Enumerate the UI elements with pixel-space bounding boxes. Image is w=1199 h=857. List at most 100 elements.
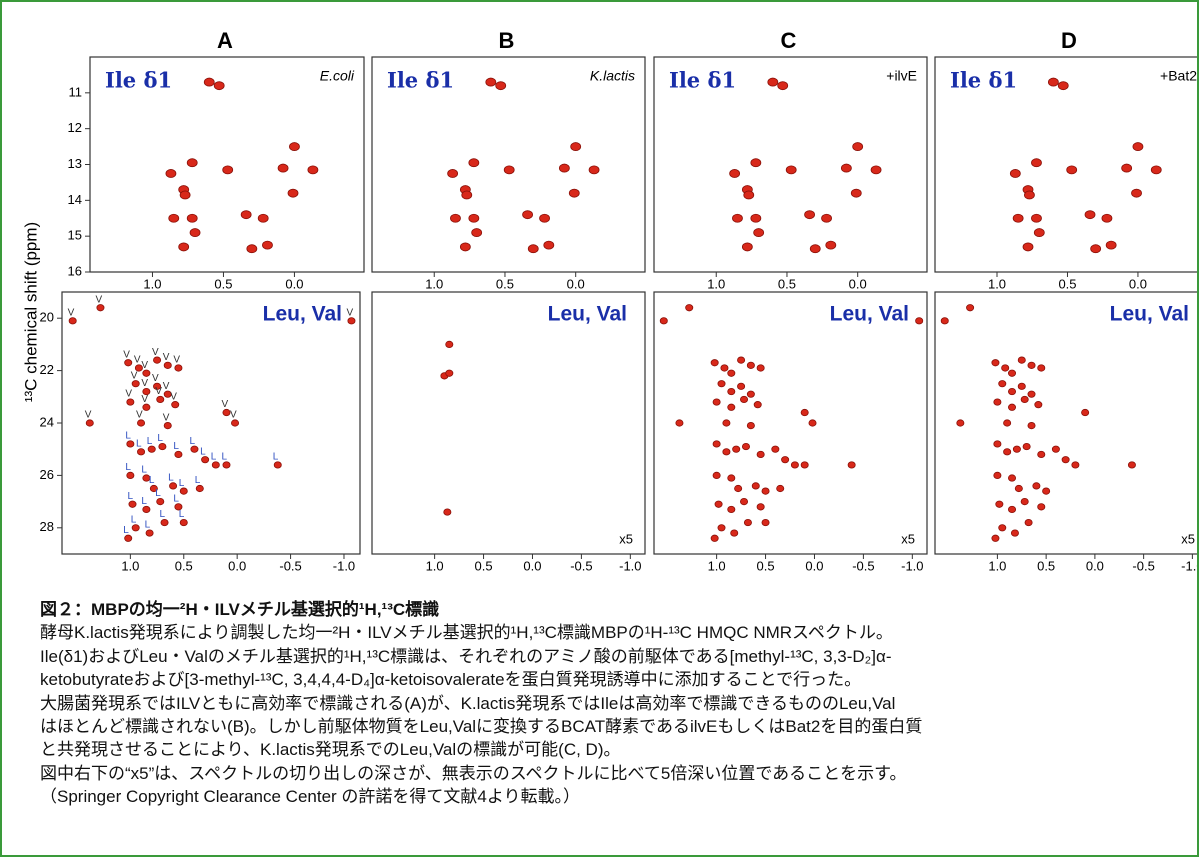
peak <box>1024 191 1034 199</box>
peak <box>179 243 189 251</box>
peak <box>733 446 740 452</box>
peak <box>164 422 171 428</box>
x-tick-label: -1.0 <box>619 558 641 573</box>
x-tick-label: -1.0 <box>901 558 923 573</box>
peak <box>718 381 725 387</box>
y-tick-label: 11 <box>69 84 83 99</box>
peak-label: L <box>189 436 195 447</box>
peak <box>1023 443 1030 449</box>
y-tick-label: 12 <box>68 120 82 135</box>
peak <box>504 166 514 174</box>
peak <box>191 446 198 452</box>
peak <box>1033 483 1040 489</box>
peak <box>223 409 230 415</box>
scale-note: x5 <box>1181 531 1195 546</box>
peak-label: L <box>136 438 142 449</box>
peak <box>801 409 808 415</box>
peak <box>125 360 132 366</box>
peak <box>137 420 144 426</box>
peak <box>742 243 752 251</box>
peak <box>446 370 453 376</box>
peak <box>713 472 720 478</box>
caption-line: ketobutyrateおよび[3-methyl-¹³C, 3,4,4,4-D₄… <box>40 668 1190 691</box>
peak <box>742 443 749 449</box>
peak <box>172 401 179 407</box>
peak <box>732 214 742 222</box>
peak <box>1132 189 1142 197</box>
plot-frame <box>62 292 360 554</box>
peak <box>132 525 139 531</box>
peak <box>180 519 187 525</box>
peak-label: L <box>221 452 227 463</box>
peak <box>999 525 1006 531</box>
peak <box>231 420 238 426</box>
peak <box>740 498 747 504</box>
peak-label: L <box>179 509 185 520</box>
peak <box>791 462 798 468</box>
spectrum-title: Leu, Val <box>830 303 909 326</box>
peak <box>762 519 769 525</box>
x-tick-label: 1.0 <box>707 276 725 291</box>
peak-label: L <box>147 436 153 447</box>
peak <box>1034 229 1044 237</box>
peak <box>853 143 863 151</box>
peak <box>1067 166 1077 174</box>
scale-note: x5 <box>901 531 915 546</box>
peak <box>450 214 460 222</box>
peak <box>994 441 1001 447</box>
peak <box>1025 519 1032 525</box>
peak <box>777 485 784 491</box>
peak <box>86 420 93 426</box>
x-tick-label: -1.0 <box>1181 558 1197 573</box>
x-tick-label: 1.0 <box>426 558 444 573</box>
peak-label: V <box>141 360 148 371</box>
peak-label: V <box>141 394 148 405</box>
peak <box>157 498 164 504</box>
x-tick-label: 1.0 <box>988 276 1006 291</box>
peak <box>1052 446 1059 452</box>
peak <box>589 166 599 174</box>
peak <box>848 462 855 468</box>
peak <box>822 214 832 222</box>
peak-label: V <box>141 378 148 389</box>
peak <box>768 78 778 86</box>
peak <box>472 229 482 237</box>
peak <box>715 501 722 507</box>
peak <box>772 446 779 452</box>
peak <box>757 504 764 510</box>
x-tick-label: -0.5 <box>279 558 301 573</box>
caption-line: 大腸菌発現系ではILVともに高効率で標識される(A)が、K.lactis発現系で… <box>40 692 1190 715</box>
peak <box>1122 164 1132 172</box>
peak-label: L <box>149 475 155 486</box>
x-tick-label: 0.0 <box>523 558 541 573</box>
peak-label: L <box>157 433 163 444</box>
x-tick-label: 0.0 <box>1086 558 1104 573</box>
peak <box>1082 409 1089 415</box>
x-tick-label: 0.5 <box>1058 276 1076 291</box>
spectrum-title: Ile δ1 <box>669 68 736 93</box>
caption-line: と共発現させることにより、K.lactis発現系でのLeu,Valの標識が可能(… <box>40 738 1190 761</box>
peak <box>1106 241 1116 249</box>
peak-label: L <box>179 478 185 489</box>
peak <box>148 446 155 452</box>
peak-label: L <box>155 488 161 499</box>
peak <box>143 370 150 376</box>
peak <box>223 462 230 468</box>
peak-label: L <box>168 473 174 484</box>
peak <box>528 245 538 253</box>
peak-label: V <box>155 386 162 397</box>
peak-label: V <box>221 399 228 410</box>
peak-label: L <box>141 465 147 476</box>
sample-label: E.coli <box>320 68 355 84</box>
peak <box>190 229 200 237</box>
peak-label: V <box>170 391 177 402</box>
peak <box>723 449 730 455</box>
peak <box>153 357 160 363</box>
peak <box>1085 211 1095 219</box>
peak <box>523 211 533 219</box>
x-tick-label: 0.5 <box>175 558 193 573</box>
peak <box>728 475 735 481</box>
x-tick-label: 0.0 <box>285 276 303 291</box>
x-tick-label: -0.5 <box>570 558 592 573</box>
